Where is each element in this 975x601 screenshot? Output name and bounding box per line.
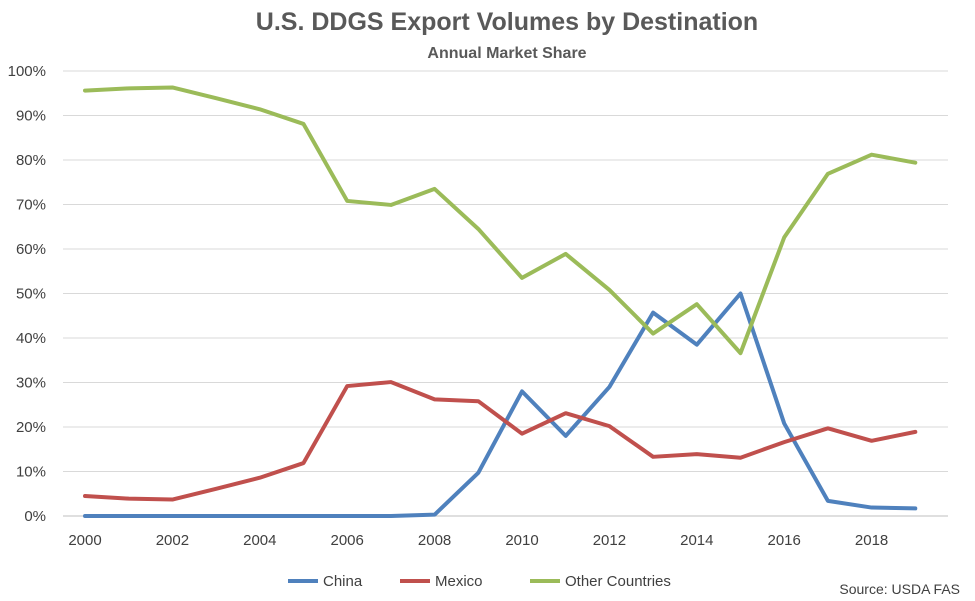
y-tick-label: 50% (16, 286, 46, 303)
x-tick-label: 2002 (156, 532, 189, 549)
x-tick-label: 2000 (68, 532, 101, 549)
x-axis-ticks: 2000 2002 2004 2006 2008 2010 2012 2014 2016 2018 (68, 532, 888, 549)
chart-title: U.S. DDGS Export Volumes by Destination (256, 8, 758, 36)
x-tick-label: 2010 (505, 532, 538, 549)
y-tick-label: 40% (16, 330, 46, 347)
series-line-mexico (83, 380, 918, 502)
y-tick-label: 60% (16, 241, 46, 258)
y-tick-label: 20% (16, 419, 46, 436)
y-tick-label: 30% (16, 375, 46, 392)
y-tick-label: 10% (16, 464, 46, 481)
y-axis-ticks: 0% 10% 20% 30% 40% 50% 60% 70% 80% 90% 100% (8, 63, 46, 525)
y-tick-label: 80% (16, 152, 46, 169)
y-tick-label: 100% (8, 63, 46, 80)
gridlines (63, 70, 948, 517)
y-tick-label: 90% (16, 108, 46, 125)
y-tick-label: 0% (24, 508, 46, 525)
x-tick-label: 2018 (855, 532, 888, 549)
x-tick-label: 2016 (768, 532, 801, 549)
series-line-china (83, 291, 918, 518)
source-note: Source: USDA FAS (839, 581, 960, 597)
series-line-other-countries (83, 85, 918, 356)
x-tick-label: 2006 (331, 532, 364, 549)
legend-label-china: China (323, 573, 363, 590)
y-tick-label: 70% (16, 197, 46, 214)
legend-label-other-countries: Other Countries (565, 573, 671, 590)
x-tick-label: 2012 (593, 532, 626, 549)
x-tick-label: 2014 (680, 532, 713, 549)
legend: China Mexico Other Countries (288, 573, 671, 590)
series-lines (83, 85, 918, 518)
x-tick-label: 2008 (418, 532, 451, 549)
x-tick-label: 2004 (243, 532, 276, 549)
legend-label-mexico: Mexico (435, 573, 483, 590)
chart-subtitle: Annual Market Share (427, 45, 586, 62)
